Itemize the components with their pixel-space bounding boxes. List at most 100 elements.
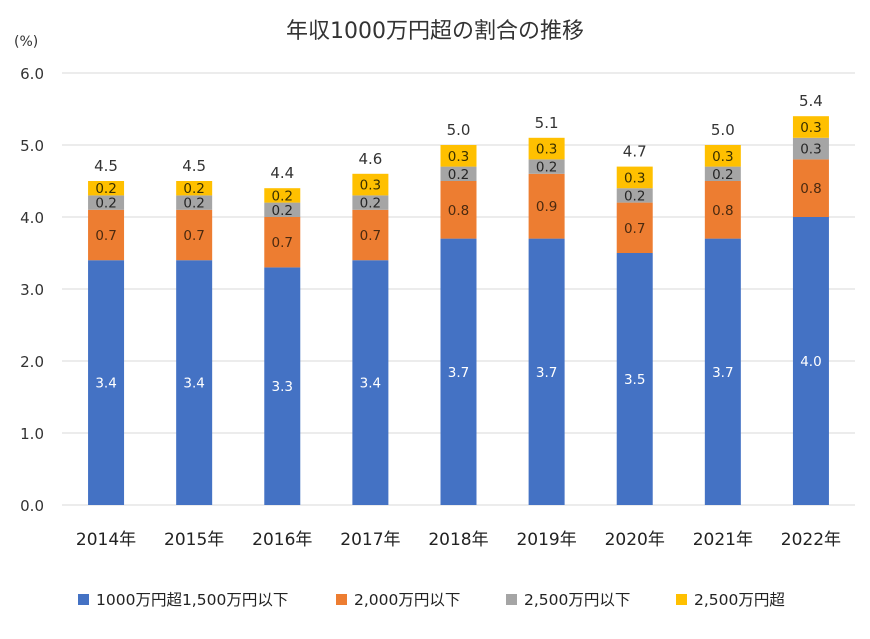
- legend-swatch: [506, 594, 517, 605]
- data-label: 0.3: [712, 149, 733, 165]
- bar-segment: [616, 188, 653, 203]
- bar-segment: [792, 217, 829, 505]
- bar-segment: [528, 159, 565, 174]
- data-label: 0.2: [536, 160, 557, 176]
- data-label: 0.2: [183, 196, 204, 212]
- bar-segment: [176, 260, 213, 505]
- total-label: 4.5: [182, 157, 206, 175]
- bar-segment: [264, 202, 301, 217]
- x-tick-label: 2017年: [340, 530, 400, 550]
- y-tick-label: 5.0: [20, 137, 44, 155]
- data-label: 0.7: [183, 228, 204, 244]
- bar-segment: [704, 145, 741, 167]
- bar-segment: [352, 173, 389, 196]
- data-label: 3.7: [448, 365, 469, 381]
- bar-segment: [176, 195, 213, 210]
- data-label: 3.7: [536, 365, 557, 381]
- total-label: 4.7: [623, 143, 647, 161]
- x-tick-label: 2022年: [781, 530, 841, 550]
- data-label: 0.7: [95, 228, 116, 244]
- total-label: 4.4: [270, 164, 294, 182]
- data-label: 0.3: [448, 149, 469, 165]
- bar-segment: [616, 166, 653, 189]
- bar-segment: [352, 195, 389, 210]
- bar-segment: [704, 181, 741, 239]
- data-label: 3.3: [272, 379, 293, 395]
- data-label: 0.7: [272, 235, 293, 251]
- y-axis-unit: (%): [14, 34, 38, 50]
- data-label: 0.3: [536, 142, 557, 158]
- bar-segment: [264, 188, 301, 203]
- bar-segment: [88, 260, 125, 505]
- bar-segment: [352, 209, 389, 261]
- data-label: 0.7: [624, 221, 645, 237]
- data-label: 3.4: [183, 376, 204, 392]
- y-tick-label: 6.0: [20, 65, 44, 83]
- data-label: 0.7: [360, 228, 381, 244]
- bar-segment: [440, 166, 477, 181]
- data-label: 3.4: [95, 376, 116, 392]
- x-tick-label: 2014年: [76, 530, 136, 550]
- data-label: 0.2: [95, 181, 116, 197]
- data-label: 0.3: [624, 170, 645, 186]
- bar-segment: [528, 137, 565, 160]
- data-label: 0.3: [800, 142, 821, 158]
- x-tick-label: 2016年: [252, 530, 312, 550]
- data-label: 3.4: [360, 376, 381, 392]
- data-label: 0.3: [800, 120, 821, 136]
- data-label: 3.7: [712, 365, 733, 381]
- bar-segment: [176, 181, 213, 196]
- y-tick-label: 2.0: [20, 353, 44, 371]
- bar-segment: [792, 159, 829, 217]
- bar-segment: [704, 166, 741, 181]
- bar-segment: [440, 238, 477, 505]
- total-label: 5.0: [711, 121, 735, 139]
- total-label: 5.1: [535, 114, 559, 132]
- x-tick-label: 2020年: [605, 530, 665, 550]
- bar-segment: [704, 238, 741, 505]
- data-label: 0.2: [95, 196, 116, 212]
- x-tick-label: 2021年: [693, 530, 753, 550]
- data-label: 0.2: [624, 188, 645, 204]
- bar-segment: [528, 173, 565, 239]
- legend-swatch: [78, 594, 89, 605]
- data-label: 3.5: [624, 372, 645, 388]
- legend-label: 2,500万円超: [694, 591, 785, 609]
- bar-segment: [792, 116, 829, 138]
- data-label: 0.9: [536, 199, 557, 215]
- legend-swatch: [336, 594, 347, 605]
- data-label: 0.2: [448, 167, 469, 183]
- data-label: 0.8: [448, 203, 469, 219]
- x-tick-label: 2015年: [164, 530, 224, 550]
- bar-segment: [264, 217, 301, 268]
- x-tick-label: 2019年: [516, 530, 576, 550]
- data-label: 0.8: [712, 203, 733, 219]
- legend-label: 1000万円超1,500万円以下: [96, 591, 288, 609]
- data-label: 0.2: [272, 188, 293, 204]
- data-label: 0.2: [272, 203, 293, 219]
- bar-segment: [352, 260, 389, 505]
- bar-segment: [616, 202, 653, 253]
- data-label: 0.2: [183, 181, 204, 197]
- bar-segment: [88, 195, 125, 210]
- bar-segment: [176, 209, 213, 261]
- data-label: 0.2: [712, 167, 733, 183]
- data-label: 0.3: [360, 178, 381, 194]
- x-tick-label: 2018年: [428, 530, 488, 550]
- legend-label: 2,500万円以下: [524, 591, 630, 609]
- bar-segment: [528, 238, 565, 505]
- total-label: 4.5: [94, 157, 118, 175]
- y-tick-label: 4.0: [20, 209, 44, 227]
- bar-segment: [440, 181, 477, 239]
- data-label: 0.8: [800, 181, 821, 197]
- legend-label: 2,000万円以下: [354, 591, 460, 609]
- total-label: 4.6: [358, 150, 382, 168]
- bar-segment: [616, 253, 653, 505]
- bar-segment: [88, 181, 125, 196]
- bar-segment: [440, 145, 477, 167]
- bar-segment: [264, 267, 301, 505]
- chart-title: 年収1000万円超の割合の推移: [286, 19, 584, 44]
- legend-swatch: [676, 594, 687, 605]
- bar-segment: [792, 137, 829, 160]
